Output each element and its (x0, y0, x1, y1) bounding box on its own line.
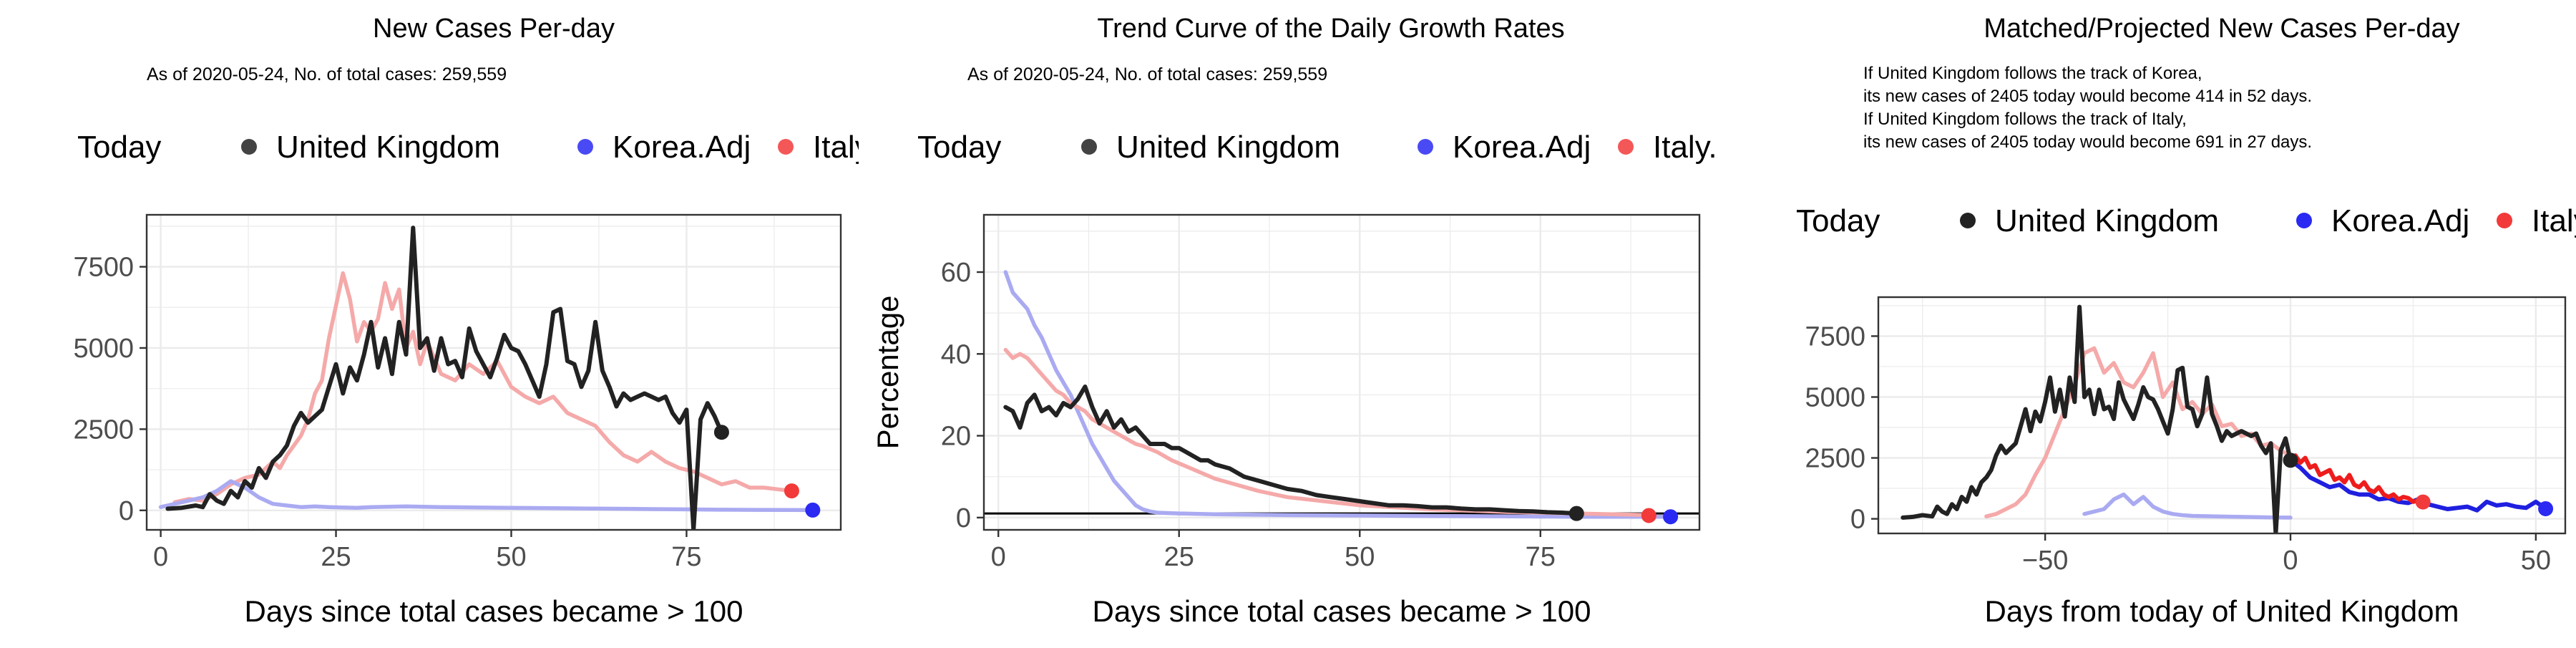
legend-label-korea: Korea.Adj (613, 130, 751, 165)
x-tick-label: 50 (1345, 542, 1375, 572)
legend-label-uk: United Kingdom (1995, 203, 2219, 238)
y-tick-label: 7500 (73, 253, 134, 283)
legend-label-italy: Italy.Adj (813, 130, 922, 165)
grid-lines (147, 215, 841, 530)
legend-key-korea (577, 139, 593, 155)
legend-title: Today (1796, 203, 1880, 238)
y-tick-label: 0 (956, 503, 971, 533)
legend-key-uk (1960, 213, 1976, 228)
chart-title: Matched/Projected New Cases Per-day (1984, 14, 2459, 44)
legend-title: Today (77, 130, 161, 165)
legend-key-italy (2497, 213, 2512, 228)
x-tick-label: 25 (1164, 542, 1194, 572)
today-point-korea-adj (2538, 501, 2554, 517)
y-tick-label: 7500 (1805, 321, 1865, 352)
y-tick-label: 20 (941, 422, 971, 452)
x-tick-label: 50 (496, 542, 526, 572)
x-tick-label: 50 (2521, 546, 2551, 576)
plot-border (982, 213, 1701, 531)
x-tick-label: 0 (153, 542, 168, 572)
today-point-united-kingdom (2283, 453, 2298, 468)
chart-title: New Cases Per-day (373, 14, 615, 44)
legend-label-italy: Italy.Adj (2532, 203, 2576, 238)
series-line-united-kingdom-focus (165, 226, 724, 530)
x-tick-label: 75 (1526, 542, 1556, 572)
annotation-line: If United Kingdom follows the track of K… (1863, 64, 2202, 83)
y-tick-label: 2500 (73, 415, 134, 445)
series-line-italy-adj-projection (2288, 453, 2426, 505)
x-axis-label: Days since total cases became > 100 (1093, 594, 1591, 628)
x-tick-label: −50 (2022, 546, 2068, 576)
y-tick-label: 5000 (73, 334, 134, 364)
annotation-line: If United Kingdom follows the track of I… (1863, 110, 2187, 129)
today-point-united-kingdom (713, 425, 729, 440)
y-tick-label: 0 (119, 496, 134, 526)
legend-title: Today (917, 130, 1001, 165)
legend-key-uk (241, 139, 257, 155)
plot-border (145, 213, 842, 531)
legend-label-korea: Korea.Adj (1453, 130, 1591, 165)
series-line-united-kingdom-focus (1901, 304, 2293, 533)
x-tick-label: 75 (671, 542, 701, 572)
series-group (158, 226, 815, 530)
series-line-korea-adj-reference (158, 479, 815, 513)
legend-key-uk (1081, 139, 1097, 155)
y-tick-label: 60 (941, 258, 971, 288)
legend-key-korea (1418, 139, 1433, 155)
legend-key-italy (778, 139, 794, 155)
today-point-italy-adj (2415, 494, 2431, 510)
series-line-italy-adj-reference (1003, 347, 1652, 518)
grid-lines (984, 215, 1699, 530)
legend-label-uk: United Kingdom (276, 130, 500, 165)
series-line-italy-adj-reference (172, 271, 794, 505)
x-tick-label: 0 (991, 542, 1006, 572)
annotation-line: its new cases of 2405 today would become… (1863, 132, 2312, 152)
legend-key-italy (1618, 139, 1634, 155)
y-tick-label: 2500 (1805, 444, 1865, 474)
chart-subtitle: As of 2020-05-24, No. of total cases: 25… (147, 64, 507, 84)
chart-panel-2: Trend Curve of the Daily Growth Rates As … (871, 14, 1762, 628)
y-tick-label: 5000 (1805, 382, 1865, 412)
chart-panel-3: Matched/Projected New Cases Per-day If Un… (1796, 14, 2576, 628)
today-point-united-kingdom (1568, 506, 1584, 521)
legend-key-korea (2296, 213, 2312, 228)
chart-legend: Today United Kingdom Korea.Adj Italy.Adj (917, 130, 1762, 165)
legend-label-italy: Italy.Adj (1653, 130, 1762, 165)
chart-legend: Today United Kingdom Korea.Adj Italy.Adj (77, 130, 922, 165)
series-line-united-kingdom-focus (1003, 385, 1579, 516)
plot-border (1877, 296, 2567, 535)
y-axis-label: Percentage (871, 296, 904, 450)
legend-label-korea: Korea.Adj (2331, 203, 2469, 238)
chart-panel-1: New Cases Per-day As of 2020-05-24, No. o… (73, 14, 922, 628)
chart-subtitle: As of 2020-05-24, No. of total cases: 25… (967, 64, 1327, 84)
y-tick-label: 40 (941, 339, 971, 369)
today-point-italy-adj (1641, 508, 1657, 523)
chart-legend: Today United Kingdom Korea.Adj Italy.Adj (1796, 203, 2576, 238)
today-point-korea-adj (805, 502, 821, 518)
x-tick-label: 0 (2283, 546, 2298, 576)
series-group (1003, 270, 1673, 519)
annotation-line: its new cases of 2405 today would become… (1863, 87, 2312, 106)
legend-label-uk: United Kingdom (1116, 130, 1340, 165)
series-group (1901, 304, 2548, 533)
chart-title: Trend Curve of the Daily Growth Rates (1097, 14, 1564, 44)
x-axis-label: Days since total cases became > 100 (245, 594, 743, 628)
y-tick-label: 0 (1850, 505, 1865, 535)
today-point-italy-adj (784, 483, 799, 499)
today-point-korea-adj (1663, 509, 1679, 525)
x-tick-label: 25 (321, 542, 351, 572)
series-line-korea-adj-reference (1003, 270, 1673, 519)
x-axis-label: Days from today of United Kingdom (1985, 594, 2459, 628)
grid-lines (1878, 297, 2565, 533)
series-line-korea-adj-reference (2082, 492, 2293, 520)
